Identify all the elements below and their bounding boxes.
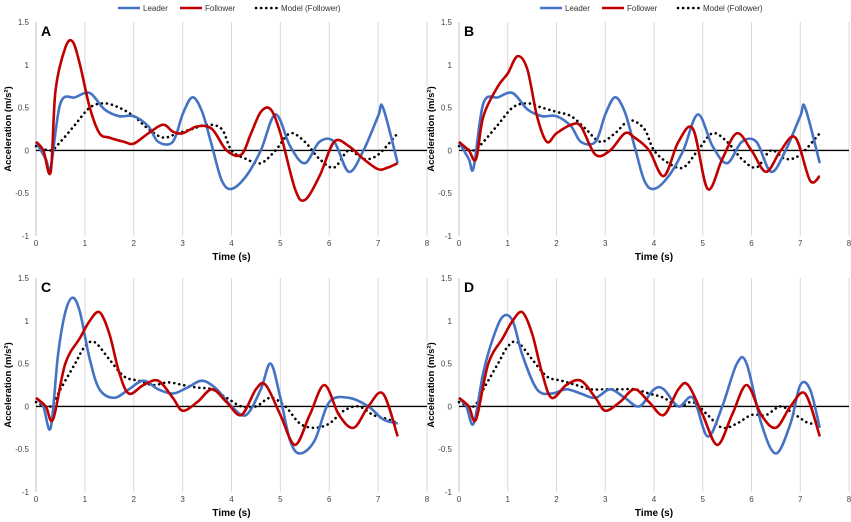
- x-tick-label: 7: [798, 239, 803, 248]
- legend-label: Model (Follower): [281, 4, 341, 13]
- panel-label: A: [41, 23, 51, 39]
- x-tick-label: 6: [327, 239, 332, 248]
- legend-label: Follower: [205, 4, 236, 13]
- x-tick-label: 2: [554, 495, 559, 504]
- y-tick-label: 1.5: [441, 274, 453, 283]
- x-tick-label: 5: [701, 495, 706, 504]
- y-axis-label: Acceleration (m/s²): [3, 342, 14, 428]
- legend-label: Leader: [565, 4, 590, 13]
- x-tick-label: 0: [34, 495, 39, 504]
- x-tick-label: 1: [83, 495, 88, 504]
- y-tick-label: 0.5: [18, 104, 30, 113]
- panel-label: D: [464, 279, 474, 295]
- x-tick-label: 4: [229, 495, 234, 504]
- y-tick-label: 1: [25, 61, 30, 70]
- x-tick-label: 5: [278, 239, 283, 248]
- x-tick-label: 0: [457, 495, 462, 504]
- x-tick-label: 7: [376, 239, 381, 248]
- series-line-leader: [457, 313, 822, 455]
- y-tick-label: 0: [448, 402, 453, 411]
- x-tick-label: 1: [83, 239, 88, 248]
- x-tick-label: 1: [506, 495, 511, 504]
- y-tick-label: 0: [25, 146, 30, 155]
- y-tick-label: -0.5: [438, 189, 452, 198]
- x-tick-label: 2: [132, 495, 137, 504]
- series-line-follower: [34, 38, 399, 203]
- y-tick-label: 1.5: [441, 18, 453, 27]
- x-tick-label: 7: [376, 495, 381, 504]
- y-tick-label: -1: [445, 232, 453, 241]
- panel-b: 1.5 1 0.5 0 -0.5 -1 0 1 2 3 4 5 6 7 8 Acceleration (m/s…: [426, 18, 851, 263]
- x-axis-label: Time (s): [635, 508, 673, 519]
- series-line-follower: [458, 54, 821, 191]
- x-tick-label: 6: [749, 495, 754, 504]
- x-axis-label: Time (s): [212, 508, 250, 519]
- y-tick-label: -1: [22, 232, 30, 241]
- y-tick-label: 0.5: [441, 360, 453, 369]
- y-tick-label: -1: [22, 488, 30, 497]
- x-axis-label: Time (s): [635, 252, 673, 263]
- legend-label: Leader: [143, 4, 168, 13]
- series-line-leader: [34, 296, 399, 455]
- y-tick-label: -1: [445, 488, 453, 497]
- series-line-follower: [35, 310, 399, 447]
- x-tick-label: 7: [798, 495, 803, 504]
- y-tick-label: 0.5: [441, 104, 453, 113]
- series-line-follower: [458, 310, 822, 447]
- x-tick-label: 5: [278, 495, 283, 504]
- y-axis-label: Acceleration (m/s²): [426, 86, 437, 172]
- y-tick-label: 1: [448, 317, 453, 326]
- x-tick-label: 3: [603, 495, 608, 504]
- x-tick-label: 5: [701, 239, 706, 248]
- y-tick-label: 1: [448, 61, 453, 70]
- x-tick-label: 1: [506, 239, 511, 248]
- series-line-model-follower: [34, 340, 399, 430]
- panel-d: 1.5 1 0.5 0 -0.5 -1 0 1 2 3 4 5 6 7 8 Acceleration (m/s…: [426, 274, 851, 519]
- series-line-leader: [457, 91, 822, 191]
- y-axis-label: Acceleration (m/s²): [426, 342, 437, 428]
- y-tick-label: -0.5: [15, 445, 29, 454]
- x-tick-label: 8: [425, 495, 430, 504]
- y-tick-label: 0: [25, 402, 30, 411]
- x-tick-label: 8: [425, 239, 430, 248]
- panel-label: C: [41, 279, 51, 295]
- y-tick-label: 1: [25, 317, 30, 326]
- x-axis-label: Time (s): [212, 252, 250, 263]
- legend-1: Leader Follower Model (Follower): [118, 4, 341, 13]
- x-tick-label: 8: [847, 495, 851, 504]
- x-tick-label: 3: [603, 239, 608, 248]
- y-tick-label: 0.5: [18, 360, 30, 369]
- panel-label: B: [464, 23, 474, 39]
- x-tick-label: 0: [34, 239, 39, 248]
- series-line-model-follower: [457, 102, 822, 170]
- panel-a: 1.5 1 0.5 0 -0.5 -1 0 1 2 3 4 5 6 7 8 Acceleration (m/s…: [3, 18, 430, 263]
- legend-2: Leader Follower Model (Follower): [540, 4, 763, 13]
- x-tick-label: 4: [652, 495, 657, 504]
- x-tick-label: 0: [457, 239, 462, 248]
- y-tick-label: 1.5: [18, 18, 30, 27]
- y-tick-label: 1.5: [18, 274, 30, 283]
- x-tick-label: 4: [229, 239, 234, 248]
- series-line-model-follower: [457, 340, 822, 430]
- y-axis-label: Acceleration (m/s²): [3, 86, 14, 172]
- x-tick-label: 3: [180, 495, 185, 504]
- x-tick-label: 3: [180, 239, 185, 248]
- legend-label: Model (Follower): [703, 4, 763, 13]
- x-tick-label: 2: [554, 239, 559, 248]
- y-tick-label: 0: [448, 146, 453, 155]
- panel-c: 1.5 1 0.5 0 -0.5 -1 0 1 2 3 4 5 6 7 8 Acceleration (m/s…: [3, 274, 430, 519]
- x-tick-label: 4: [652, 239, 657, 248]
- y-tick-label: -0.5: [15, 189, 29, 198]
- x-tick-label: 6: [749, 239, 754, 248]
- x-tick-label: 6: [327, 495, 332, 504]
- x-tick-label: 2: [132, 239, 137, 248]
- y-tick-label: -0.5: [438, 445, 452, 454]
- legend-label: Follower: [627, 4, 658, 13]
- x-tick-label: 8: [847, 239, 851, 248]
